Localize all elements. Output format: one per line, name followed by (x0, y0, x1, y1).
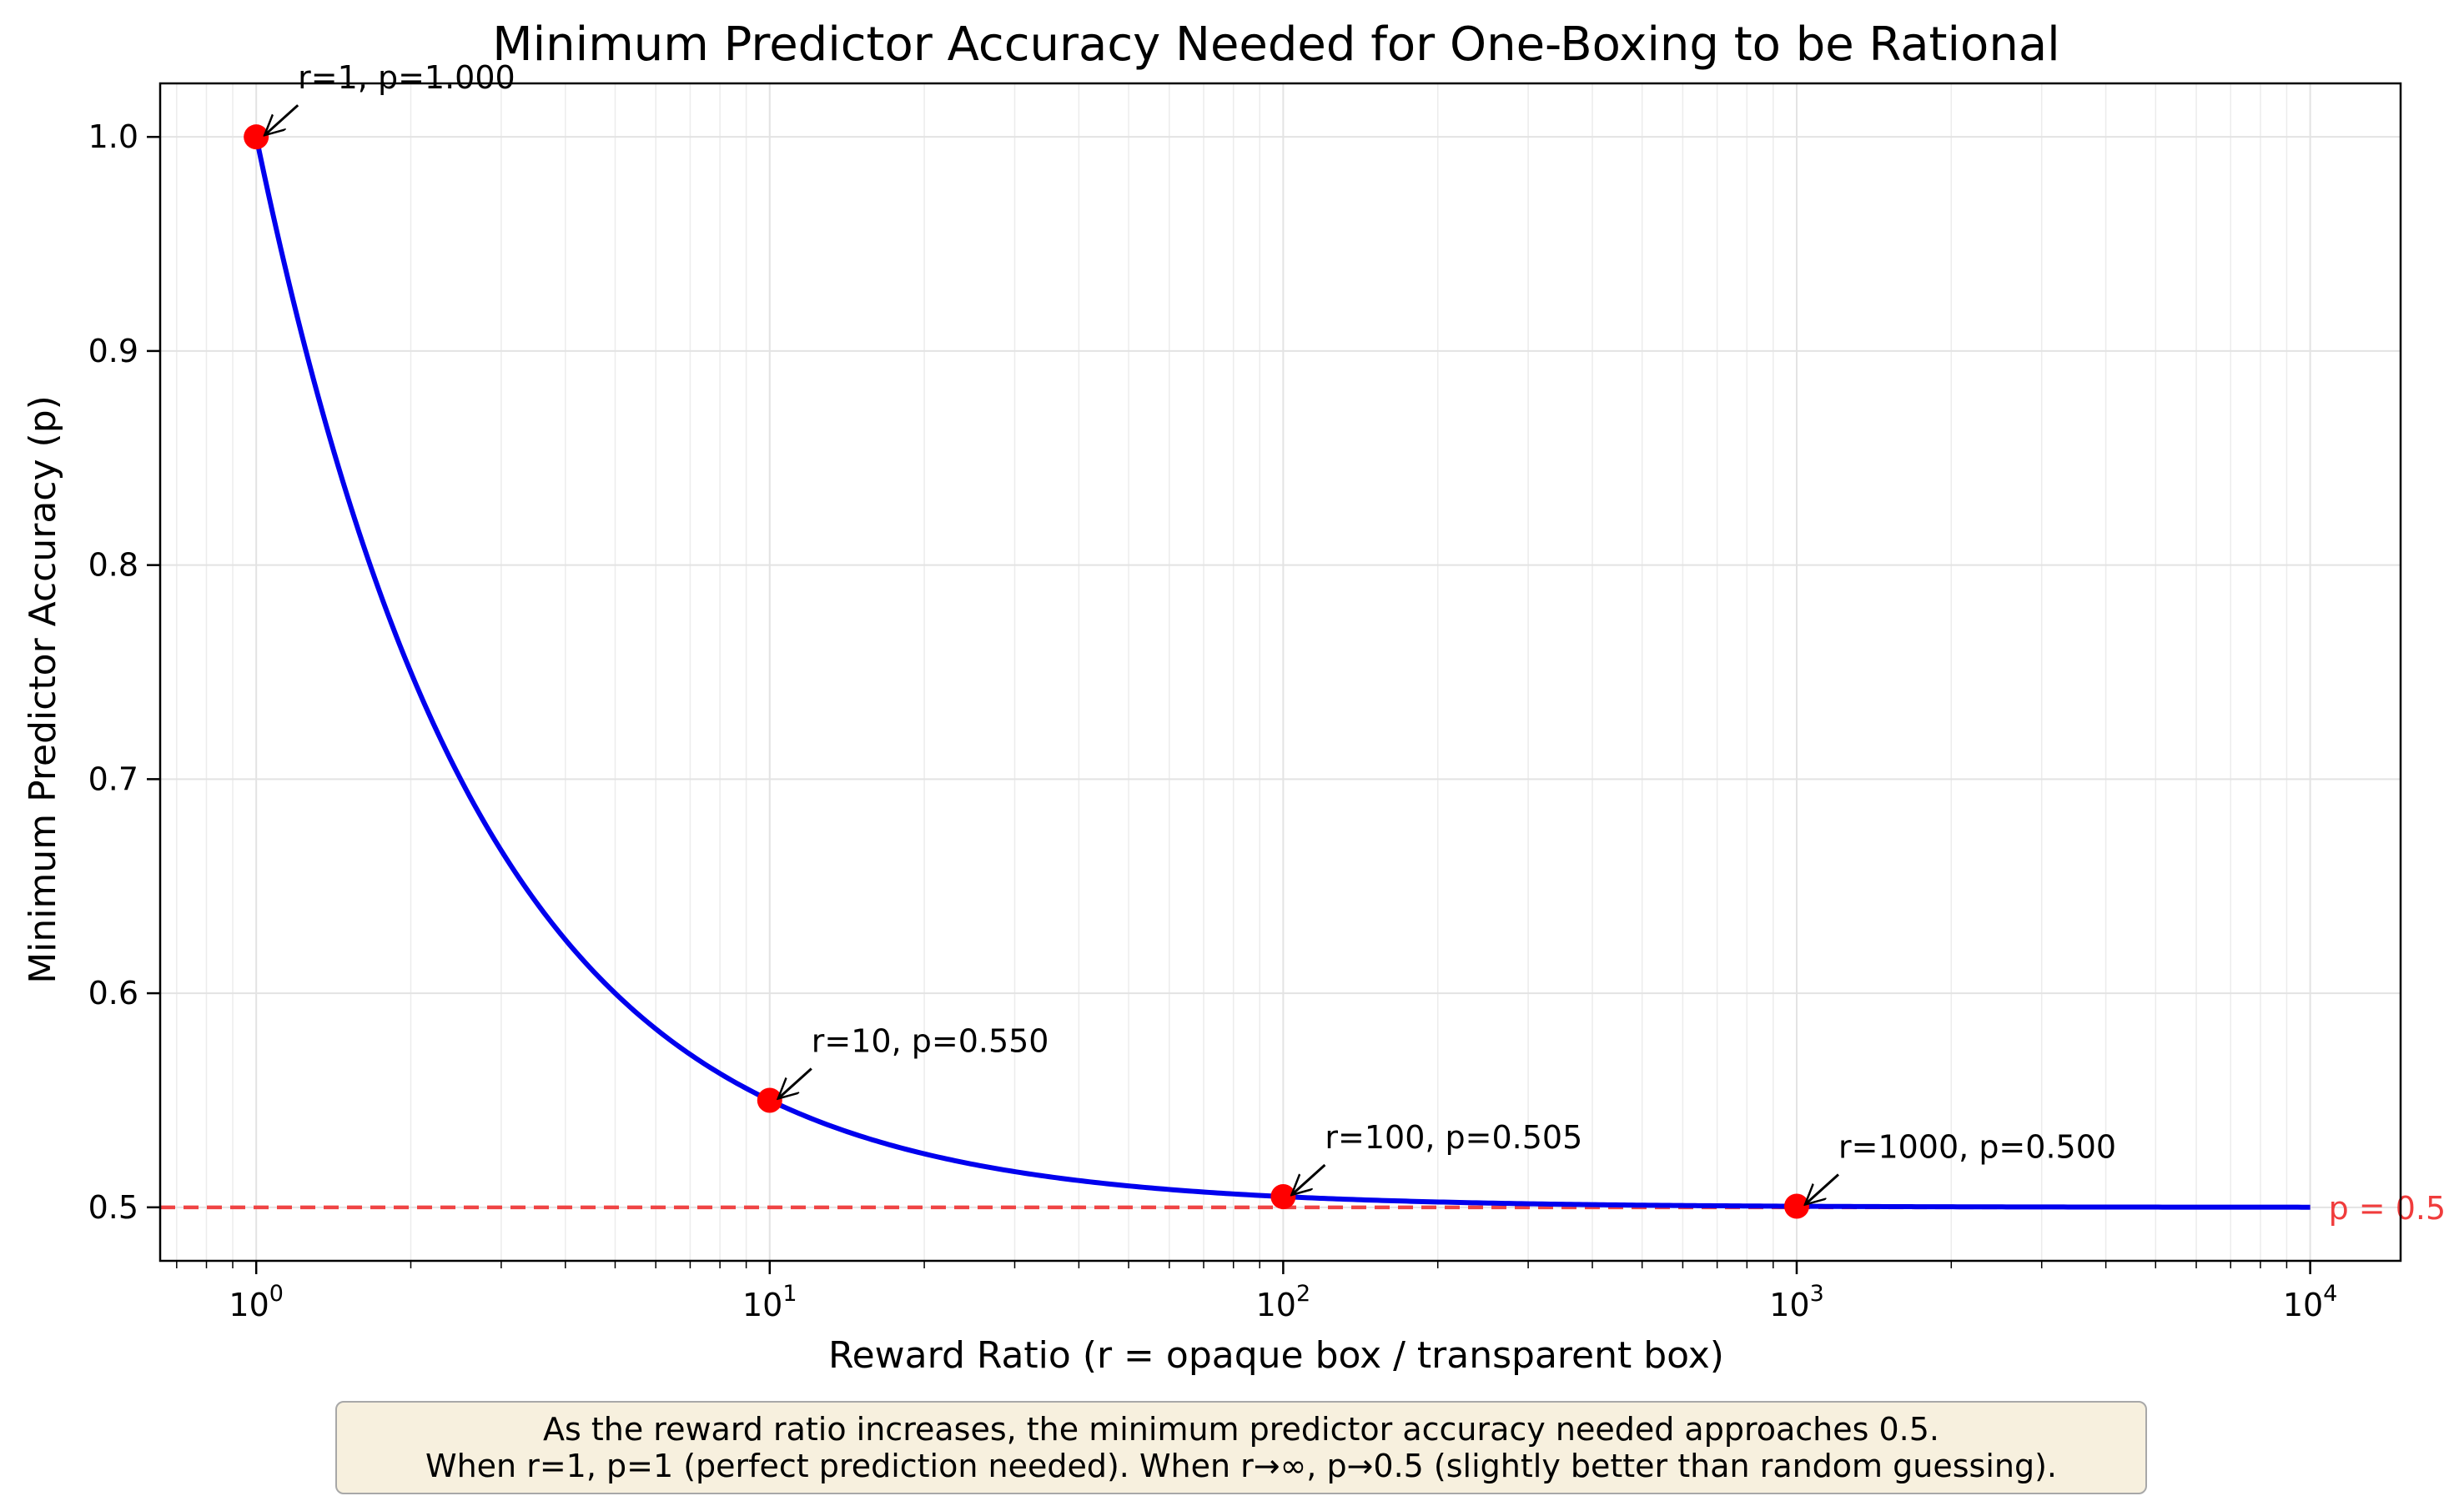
chart-title: Minimum Predictor Accuracy Needed for On… (492, 18, 2059, 72)
point-annotation: r=1000, p=0.500 (1838, 1129, 2116, 1166)
annotations-group: r=1, p=1.000 r=10, p=0.550 r=100, p=0.505 r… (264, 59, 2116, 1204)
x-tick-label: 100 (229, 1281, 284, 1323)
x-tick-label: 104 (2283, 1281, 2338, 1323)
point-annotation: r=10, p=0.550 (812, 1022, 1049, 1059)
highlight-point (757, 1087, 782, 1113)
annotation-arrow (1805, 1173, 1839, 1205)
x-tick-label: 101 (742, 1281, 797, 1323)
highlight-point (244, 124, 269, 150)
x-tick-label: 102 (1256, 1281, 1311, 1323)
caption-line-1: As the reward ratio increases, the minim… (542, 1411, 1940, 1448)
y-tick-label: 0.5 (88, 1189, 138, 1226)
y-axis-label: Minimum Predictor Accuracy (p) (22, 395, 64, 984)
x-axis-label: Reward Ratio (r = opaque box / transpare… (828, 1334, 1724, 1377)
y-tick-label: 0.8 (88, 547, 138, 584)
y-tick-label: 1.0 (88, 118, 138, 155)
highlight-point (1783, 1193, 1809, 1219)
highlight-points-group (244, 124, 1809, 1219)
grid (160, 83, 2401, 1261)
axis-ticks: 100 101 102 103 104 0.5 0.6 0.7 0.8 0.9 1.0 (88, 118, 2338, 1323)
y-tick-label: 0.7 (88, 761, 138, 797)
caption-box: As the reward ratio increases, the minim… (335, 1401, 2147, 1494)
y-tick-label: 0.6 (88, 975, 138, 1012)
highlight-point (1270, 1183, 1296, 1209)
caption-line-2: When r=1, p=1 (perfect prediction needed… (425, 1448, 2057, 1484)
annotation-arrow (778, 1067, 812, 1098)
plot-area-frame (158, 82, 2402, 1263)
reference-line-group: p = 0.5 (160, 1190, 2446, 1227)
point-annotation: r=100, p=0.505 (1325, 1119, 1582, 1156)
y-tick-label: 0.9 (88, 333, 138, 369)
annotation-arrow (264, 104, 299, 135)
point-annotation: r=1, p=1.000 (298, 59, 515, 96)
annotation-arrow (1291, 1163, 1326, 1195)
reference-line-label: p = 0.5 (2329, 1190, 2446, 1227)
x-tick-label: 103 (1769, 1281, 1824, 1323)
